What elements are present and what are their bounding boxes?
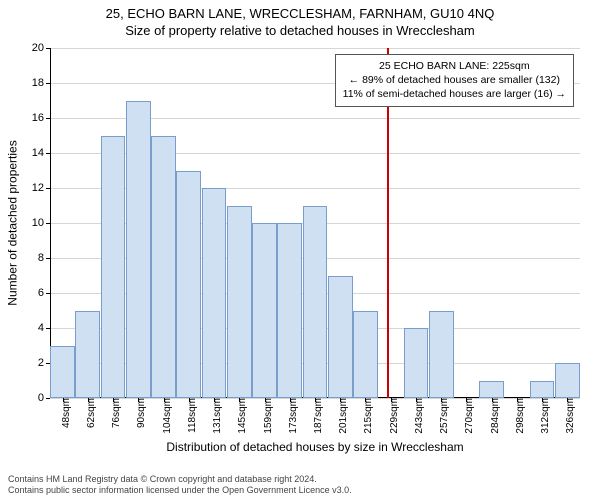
x-tick-mark <box>164 398 165 402</box>
x-tick-mark <box>492 398 493 402</box>
x-tick-mark <box>517 398 518 402</box>
bar <box>101 136 126 399</box>
x-tick-label: 118sqm <box>185 398 198 433</box>
y-tick-mark <box>46 83 50 84</box>
chart-subtitle: Size of property relative to detached ho… <box>0 21 600 38</box>
bar <box>328 276 353 399</box>
y-tick-mark <box>46 48 50 49</box>
x-tick-mark <box>214 398 215 402</box>
x-tick-label: 257sqm <box>437 398 450 434</box>
y-tick-mark <box>46 363 50 364</box>
x-tick-label: 145sqm <box>235 398 248 434</box>
x-tick-mark <box>441 398 442 402</box>
y-tick-mark <box>46 293 50 294</box>
bar <box>530 381 555 399</box>
y-tick-mark <box>46 398 50 399</box>
bar <box>429 311 454 399</box>
bar <box>353 311 378 399</box>
x-tick-mark <box>542 398 543 402</box>
y-tick-mark <box>46 118 50 119</box>
annotation-box: 25 ECHO BARN LANE: 225sqm ← 89% of detac… <box>335 54 574 107</box>
plot-area: 25 ECHO BARN LANE: 225sqm ← 89% of detac… <box>50 48 580 398</box>
x-tick-label: 131sqm <box>210 398 223 434</box>
x-tick-mark <box>239 398 240 402</box>
bar <box>252 223 277 398</box>
x-tick-mark <box>290 398 291 402</box>
y-tick-mark <box>46 153 50 154</box>
x-tick-mark <box>567 398 568 402</box>
chart-title-address: 25, ECHO BARN LANE, WRECCLESHAM, FARNHAM… <box>0 0 600 21</box>
x-tick-label: 159sqm <box>261 398 274 434</box>
x-tick-label: 284sqm <box>488 398 501 434</box>
bar <box>404 328 429 398</box>
footer-attribution: Contains HM Land Registry data © Crown c… <box>8 474 352 497</box>
bar <box>303 206 328 399</box>
bar <box>176 171 201 399</box>
property-size-chart: 25, ECHO BARN LANE, WRECCLESHAM, FARNHAM… <box>0 0 600 500</box>
bar <box>151 136 176 399</box>
x-tick-label: 104sqm <box>160 398 173 434</box>
x-tick-label: 173sqm <box>286 398 299 434</box>
x-tick-label: 76sqm <box>109 398 122 428</box>
bar <box>126 101 151 399</box>
x-tick-mark <box>63 398 64 402</box>
x-tick-label: 229sqm <box>387 398 400 434</box>
x-tick-label: 90sqm <box>134 398 147 428</box>
bar <box>75 311 100 399</box>
x-tick-label: 62sqm <box>84 398 97 428</box>
x-tick-mark <box>88 398 89 402</box>
x-tick-mark <box>391 398 392 402</box>
x-tick-label: 187sqm <box>311 398 324 434</box>
x-tick-label: 201sqm <box>336 398 349 434</box>
x-axis-label: Distribution of detached houses by size … <box>50 440 580 454</box>
x-tick-mark <box>113 398 114 402</box>
y-tick-mark <box>46 223 50 224</box>
x-tick-label: 270sqm <box>462 398 475 434</box>
bar <box>479 381 504 399</box>
x-tick-label: 298sqm <box>513 398 526 434</box>
y-tick-mark <box>46 188 50 189</box>
bar <box>227 206 252 399</box>
x-tick-mark <box>466 398 467 402</box>
x-tick-label: 48sqm <box>59 398 72 428</box>
annotation-line1: 25 ECHO BARN LANE: 225sqm <box>343 59 566 73</box>
x-tick-mark <box>138 398 139 402</box>
footer-line2: Contains public sector information licen… <box>8 485 352 496</box>
x-tick-label: 243sqm <box>412 398 425 434</box>
x-tick-mark <box>365 398 366 402</box>
footer-line1: Contains HM Land Registry data © Crown c… <box>8 474 352 485</box>
y-axis-label: Number of detached properties <box>6 48 20 398</box>
x-tick-label: 326sqm <box>563 398 576 434</box>
bar <box>50 346 75 399</box>
x-tick-label: 215sqm <box>361 398 374 434</box>
y-tick-mark <box>46 258 50 259</box>
bar <box>202 188 227 398</box>
x-tick-mark <box>265 398 266 402</box>
x-tick-mark <box>340 398 341 402</box>
y-tick-mark <box>46 328 50 329</box>
x-tick-mark <box>189 398 190 402</box>
x-tick-mark <box>315 398 316 402</box>
annotation-line2: ← 89% of detached houses are smaller (13… <box>343 73 566 87</box>
x-tick-mark <box>416 398 417 402</box>
annotation-line3: 11% of semi-detached houses are larger (… <box>343 87 566 101</box>
bar <box>277 223 302 398</box>
x-tick-label: 312sqm <box>538 398 551 434</box>
bar <box>555 363 580 398</box>
